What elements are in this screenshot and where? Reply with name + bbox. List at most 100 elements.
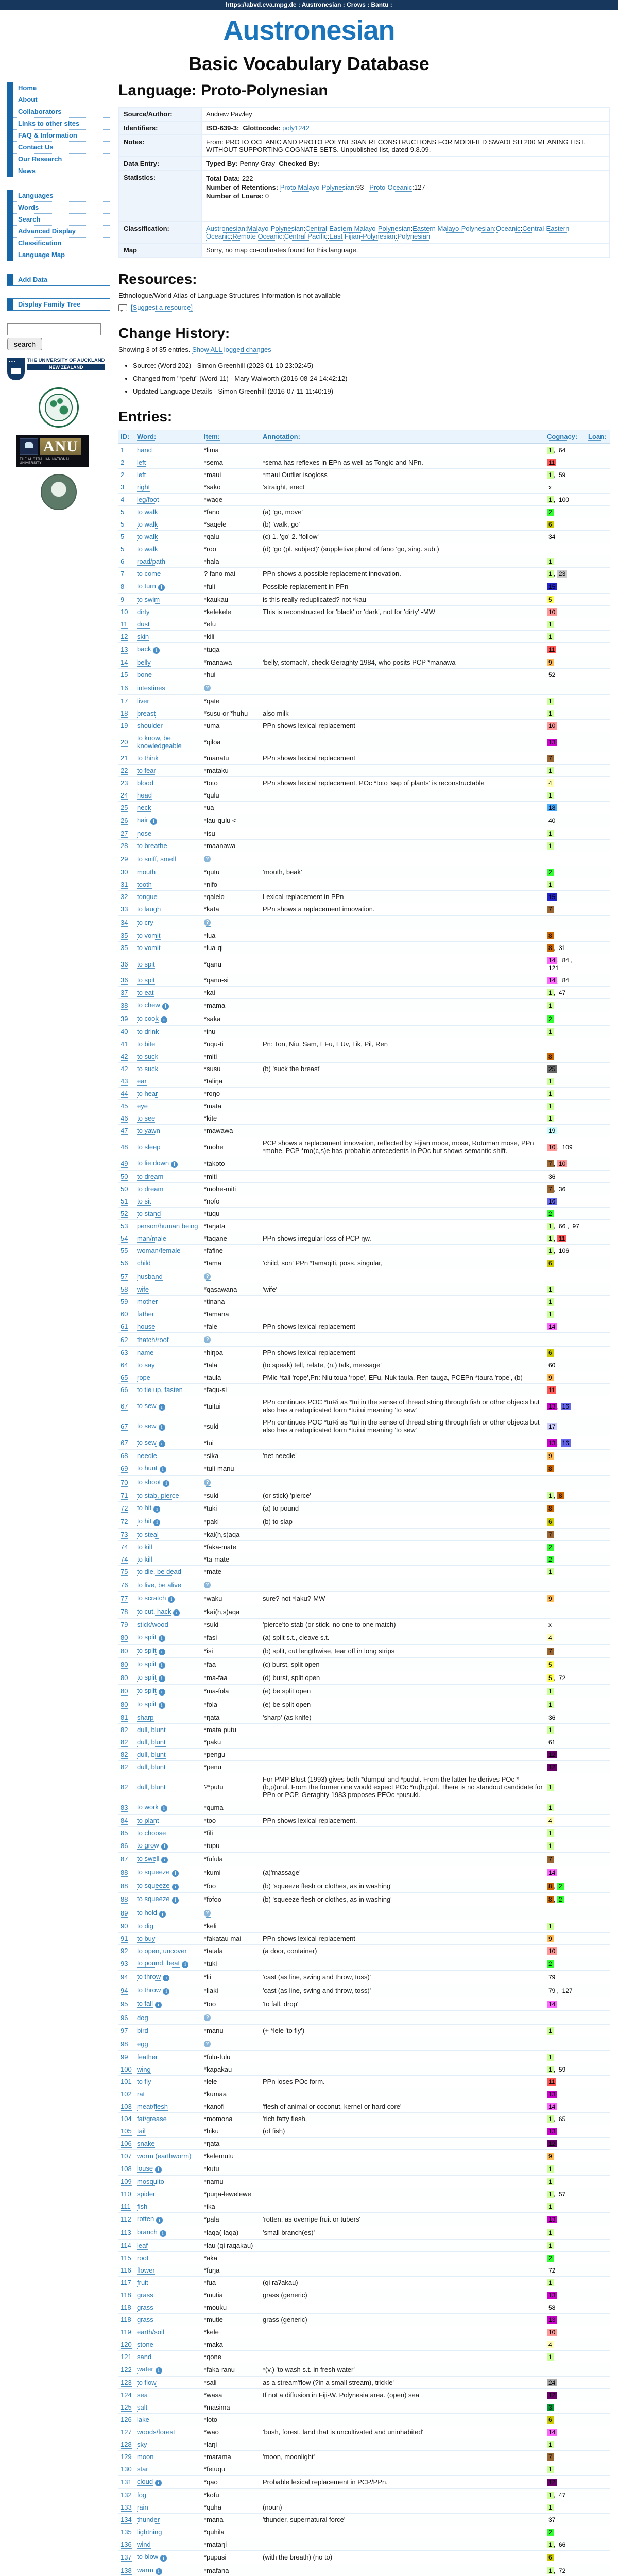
- entry-id-link[interactable]: 14: [121, 658, 128, 667]
- entry-id-link[interactable]: 17: [121, 697, 128, 706]
- entry-id-link[interactable]: 67: [121, 1422, 128, 1431]
- question-icon[interactable]: ?: [204, 1272, 211, 1281]
- word-link[interactable]: to drink: [137, 1028, 159, 1037]
- word-link[interactable]: to split: [137, 1647, 157, 1655]
- word-link[interactable]: bird: [137, 2027, 148, 2036]
- entry-id-link[interactable]: 137: [121, 2553, 132, 2562]
- word-link[interactable]: child: [137, 1259, 151, 1268]
- entry-id-link[interactable]: 80: [121, 1701, 128, 1709]
- entry-id-link[interactable]: 104: [121, 2115, 132, 2124]
- entry-id-link[interactable]: 82: [121, 1738, 128, 1747]
- entry-id-link[interactable]: 80: [121, 1647, 128, 1656]
- word-link[interactable]: to fall: [137, 1999, 153, 2008]
- entry-id-link[interactable]: 100: [121, 2065, 132, 2074]
- word-link[interactable]: stone: [137, 2341, 153, 2349]
- entry-id-link[interactable]: 69: [121, 1465, 128, 1473]
- word-link[interactable]: mother: [137, 1298, 158, 1307]
- word-link[interactable]: to scratch: [137, 1594, 166, 1603]
- sidebar-item-faq-information[interactable]: FAQ & Information: [13, 130, 110, 142]
- info-icon[interactable]: i: [158, 1662, 165, 1669]
- info-icon[interactable]: i: [155, 2568, 162, 2575]
- entry-id-link[interactable]: 77: [121, 1595, 128, 1603]
- sidebar-item-contact-us[interactable]: Contact Us: [13, 142, 110, 154]
- word-link[interactable]: lightning: [137, 2528, 162, 2537]
- word-link[interactable]: to walk: [137, 545, 158, 554]
- sidebar-item-classification[interactable]: Classification: [13, 238, 110, 250]
- word-link[interactable]: to spit: [137, 976, 155, 985]
- entry-id-link[interactable]: 138: [121, 2567, 132, 2575]
- entry-id-link[interactable]: 16: [121, 684, 128, 692]
- word-link[interactable]: snake: [137, 2140, 155, 2148]
- entry-id-link[interactable]: 67: [121, 1402, 128, 1411]
- word-link[interactable]: to vomit: [137, 931, 161, 940]
- word-link[interactable]: leg/foot: [137, 496, 159, 504]
- word-link[interactable]: to say: [137, 1361, 155, 1370]
- info-icon[interactable]: i: [155, 2480, 162, 2487]
- word-link[interactable]: dull, blunt: [137, 1783, 166, 1792]
- word-link[interactable]: to split: [137, 1660, 157, 1669]
- word-link[interactable]: to suck: [137, 1065, 159, 1074]
- word-link[interactable]: fruit: [137, 2279, 148, 2287]
- word-link[interactable]: worm (earthworm): [137, 2152, 192, 2161]
- word-link[interactable]: star: [137, 2465, 148, 2474]
- entry-id-link[interactable]: 5: [121, 520, 125, 529]
- classification-link-malayo-polynesian[interactable]: Malayo-Polynesian: [247, 225, 304, 233]
- question-icon[interactable]: ?: [204, 2039, 211, 2049]
- word-link[interactable]: thunder: [137, 2516, 160, 2524]
- word-link[interactable]: to choose: [137, 1829, 166, 1838]
- show-all-changes-link[interactable]: Show ALL logged changes: [192, 346, 271, 354]
- word-link[interactable]: mouth: [137, 868, 156, 877]
- entry-id-link[interactable]: 72: [121, 1518, 128, 1527]
- word-link[interactable]: to come: [137, 570, 161, 579]
- info-icon[interactable]: i: [158, 1423, 165, 1431]
- entry-id-link[interactable]: 5: [121, 545, 125, 554]
- info-icon[interactable]: i: [153, 1519, 161, 1527]
- word-link[interactable]: to sew: [137, 1438, 157, 1447]
- entry-id-link[interactable]: 134: [121, 2516, 132, 2524]
- entry-id-link[interactable]: 36: [121, 960, 128, 969]
- word-link[interactable]: to fly: [137, 2078, 151, 2087]
- question-icon[interactable]: ?: [204, 683, 211, 693]
- entry-id-link[interactable]: 74: [121, 1543, 128, 1552]
- entry-id-link[interactable]: 43: [121, 1077, 128, 1086]
- classification-link-remote-oceanic[interactable]: Remote Oceanic: [232, 232, 283, 241]
- entry-id-link[interactable]: 35: [121, 944, 128, 953]
- entry-id-link[interactable]: 2: [121, 459, 125, 467]
- word-link[interactable]: to live, be alive: [137, 1581, 181, 1589]
- word-link[interactable]: breast: [137, 709, 156, 718]
- word-link[interactable]: to dream: [137, 1185, 164, 1194]
- word-link[interactable]: to eat: [137, 989, 154, 997]
- word-link[interactable]: root: [137, 2254, 149, 2263]
- word-link[interactable]: to swell: [137, 1855, 160, 1863]
- entry-id-link[interactable]: 108: [121, 2165, 132, 2174]
- word-link[interactable]: hand: [137, 446, 152, 455]
- entry-id-link[interactable]: 37: [121, 989, 128, 997]
- word-link[interactable]: to plant: [137, 1817, 159, 1825]
- entry-id-link[interactable]: 126: [121, 2416, 132, 2425]
- sidebar-item-words[interactable]: Words: [13, 202, 110, 214]
- classification-link-oceanic[interactable]: Oceanic: [495, 225, 521, 233]
- entry-id-link[interactable]: 22: [121, 767, 128, 775]
- entry-id-link[interactable]: 99: [121, 2053, 128, 2062]
- word-link[interactable]: liver: [137, 697, 149, 706]
- word-link[interactable]: to sniff, smell: [137, 855, 176, 863]
- word-link[interactable]: to split: [137, 1700, 157, 1709]
- entry-id-link[interactable]: 6: [121, 557, 125, 566]
- word-link[interactable]: to fear: [137, 767, 156, 775]
- entry-id-link[interactable]: 42: [121, 1053, 128, 1061]
- word-link[interactable]: to sew: [137, 1421, 157, 1430]
- word-link[interactable]: to hit: [137, 1517, 152, 1526]
- word-link[interactable]: fog: [137, 2491, 147, 2500]
- word-link[interactable]: to walk: [137, 520, 158, 529]
- entry-id-link[interactable]: 120: [121, 2341, 132, 2349]
- entry-id-link[interactable]: 132: [121, 2491, 132, 2500]
- entry-id-link[interactable]: 34: [121, 918, 128, 927]
- info-icon[interactable]: i: [153, 1506, 161, 1513]
- entry-id-link[interactable]: 61: [121, 1323, 128, 1331]
- sidebar-item-search[interactable]: Search: [13, 214, 110, 226]
- word-link[interactable]: dog: [137, 2013, 148, 2022]
- university-of-auckland-logo[interactable]: THE UNIVERSITY OF AUCKLAND NEW ZEALAND: [7, 358, 110, 381]
- word-link[interactable]: to sleep: [137, 1143, 161, 1151]
- word-link[interactable]: right: [137, 483, 150, 492]
- word-link[interactable]: tooth: [137, 880, 152, 889]
